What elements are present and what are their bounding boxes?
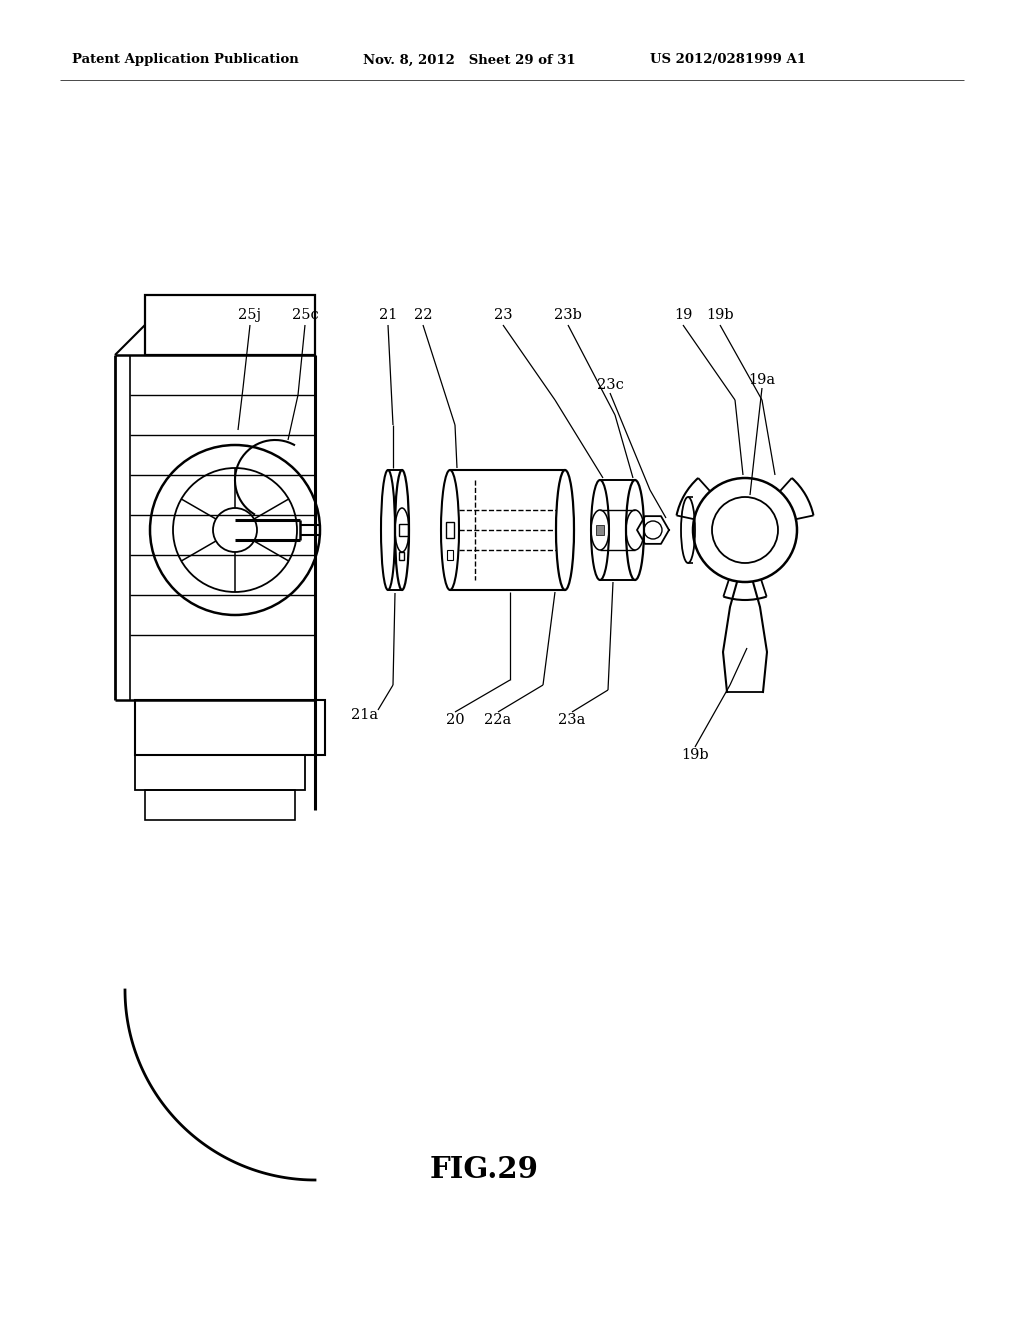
Text: 19b: 19b (707, 308, 734, 322)
Text: 23b: 23b (554, 308, 582, 322)
Bar (399, 552, 404, 560)
Bar (135, 700, 325, 755)
Bar (135, 755, 305, 789)
Text: 22: 22 (414, 308, 432, 322)
Bar (447, 550, 453, 560)
Text: US 2012/0281999 A1: US 2012/0281999 A1 (650, 54, 806, 66)
Bar (145, 294, 315, 355)
Text: 25c: 25c (292, 308, 318, 322)
Text: 23a: 23a (558, 713, 586, 727)
Text: 21a: 21a (351, 708, 379, 722)
Text: 23: 23 (494, 308, 512, 322)
Text: 19: 19 (674, 308, 692, 322)
Text: 23c: 23c (597, 378, 624, 392)
Bar (446, 521, 454, 539)
Text: 19b: 19b (681, 748, 709, 762)
Text: FIG.29: FIG.29 (430, 1155, 539, 1184)
Text: 21: 21 (379, 308, 397, 322)
Bar (145, 789, 295, 820)
Bar (399, 524, 408, 536)
Text: 25j: 25j (239, 308, 261, 322)
Text: 19a: 19a (749, 374, 775, 387)
Text: 20: 20 (445, 713, 464, 727)
Bar (596, 525, 604, 535)
Text: Nov. 8, 2012   Sheet 29 of 31: Nov. 8, 2012 Sheet 29 of 31 (362, 54, 575, 66)
Text: Patent Application Publication: Patent Application Publication (72, 54, 299, 66)
Text: 22a: 22a (484, 713, 512, 727)
